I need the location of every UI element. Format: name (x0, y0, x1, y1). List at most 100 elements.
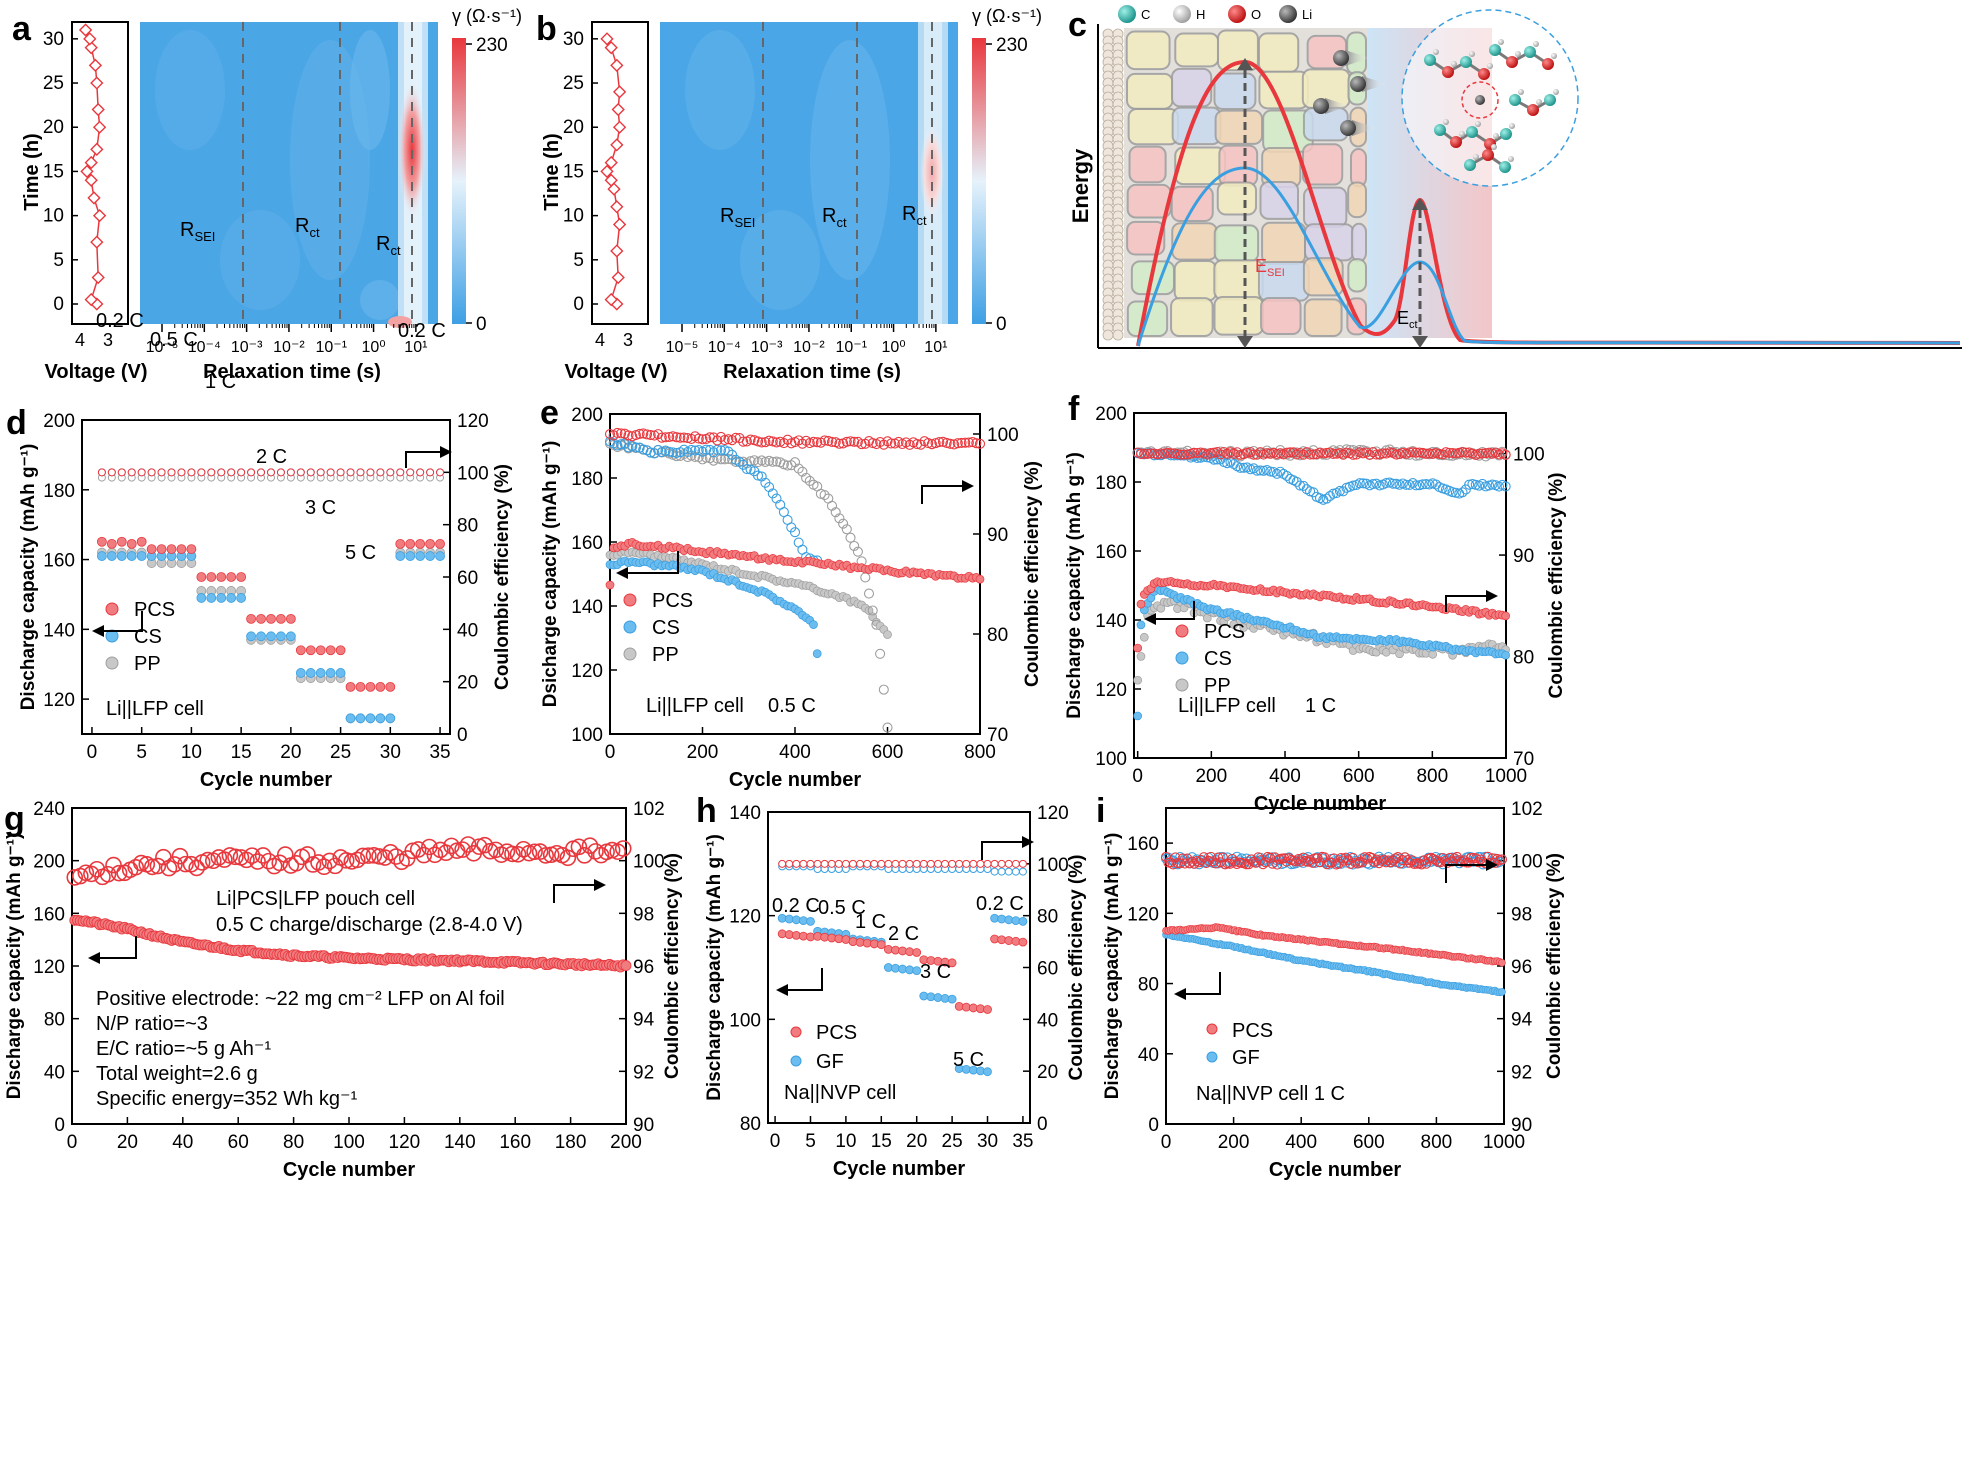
panel-g-ce-point (354, 847, 372, 865)
panel-b-peak-label: Rct (902, 203, 927, 228)
panel-d-capacity-point (206, 572, 217, 582)
panel-d-ce-point (117, 468, 126, 477)
panel-d-ce-point (296, 468, 305, 477)
time-tick-label: 30 (563, 29, 584, 50)
molecule-atom (1475, 121, 1481, 127)
panel-b-time-ticks: 0 5 10 15 20 25 30 (563, 29, 598, 315)
molecule-atom (1527, 104, 1539, 116)
panel-e-x-tick-label: 800 (964, 742, 996, 763)
sei-grain (1303, 298, 1343, 338)
panel-d-capacity-point (266, 631, 276, 642)
panel-i-y2-tick-label: 96 (1511, 957, 1532, 978)
panel-e: e 0 200 400 600 800 100 120 140 160 180 200 70 80 90 10… (540, 394, 1043, 791)
panel-i-capacity-point (1498, 988, 1506, 996)
molecule-atom (1509, 94, 1521, 106)
panel-e-ce-point (934, 437, 945, 448)
molecule-atom (1473, 154, 1479, 160)
panel-i-ce-point (1418, 855, 1429, 866)
panel-e-ce-point (926, 439, 937, 450)
panel-g-spec-line: Specific energy=352 Wh kg⁻¹ (96, 1088, 358, 1110)
panel-h-y2-tick-label: 80 (1037, 907, 1058, 928)
panel-i-ce-point (1359, 852, 1370, 863)
panel-d-capacity-point (415, 538, 426, 549)
panel-g-capacity-point (620, 960, 632, 971)
panel-e-ce-point (727, 449, 738, 460)
panel-e-ce-point (797, 466, 808, 477)
panel-i-ce-point (1338, 855, 1349, 866)
panel-h-ce-point (997, 867, 1006, 876)
molecule-atom (1464, 159, 1476, 171)
panel-f-ce-point (1480, 448, 1491, 459)
panel-g-ce-point (188, 859, 205, 877)
panel-i-ce-point (1492, 853, 1503, 864)
panel-f-ce-point (1245, 447, 1256, 458)
panel-h-ce-point (933, 859, 942, 868)
panel-d-capacity-point (246, 631, 256, 642)
panel-g-ce-point (443, 837, 460, 855)
panel-i-ce-point (1177, 853, 1188, 864)
hydrogen-atom-icon (1173, 5, 1191, 23)
panel-d-capacity-point (176, 544, 187, 554)
panel-d-x-tick-label: 10 (181, 742, 202, 763)
panel-d-capacity-point (276, 613, 286, 624)
relax-tick-label: 10⁻³ (751, 339, 783, 356)
panel-h-capacity-point (806, 916, 815, 926)
panel-c-lithium-ions (1313, 50, 1387, 136)
panel-f-ce-point (1401, 479, 1412, 490)
relax-tick-label: 10⁻⁵ (666, 339, 699, 356)
panel-g-ce-point (581, 837, 599, 854)
panel-e-ce-point (878, 684, 889, 695)
panel-e-ce-point (804, 475, 815, 486)
panel-f-ce-point (1460, 447, 1471, 458)
panel-f-capacity-point (1428, 649, 1438, 659)
panel-g-y-tick-label: 120 (33, 957, 65, 978)
relax-tick-label: 10⁻⁵ (146, 339, 179, 356)
panel-h: h 0 5 10 15 20 25 30 35 80 100 120 140 0 20 40 60 80 100 12… (696, 792, 1087, 1180)
relax-tick-label: 10⁻¹ (315, 339, 347, 356)
panel-d-ce-point (177, 468, 186, 477)
panel-d-rate-label: 3 C (305, 497, 336, 519)
panel-f-ce-point (1354, 478, 1365, 489)
voltage-point (90, 76, 104, 90)
panel-d-y2-tick-label: 100 (457, 463, 489, 484)
panel-e-ce-point (723, 446, 734, 457)
panel-e-ce-point (771, 493, 782, 504)
panel-f-ce-point (1411, 447, 1422, 458)
voltage-point (600, 164, 614, 179)
panel-f-ce-point (1454, 447, 1465, 458)
voltage-point (610, 200, 624, 214)
sei-grain (1174, 32, 1220, 68)
panel-i-letter: i (1096, 792, 1105, 830)
panel-h-arrow-left (788, 968, 823, 991)
panel-d-capacity-point (166, 544, 177, 554)
panel-e-capacity-point (605, 580, 615, 590)
molecule-atom (1500, 128, 1512, 140)
carbon-atom-icon (1118, 5, 1136, 23)
panel-f-ce-point (1411, 450, 1422, 461)
panel-e-ce-point (664, 446, 675, 457)
panel-i-y2-tick-label: 102 (1511, 799, 1543, 820)
panel-f-ce-point (1407, 447, 1418, 458)
panel-h-rate-label: 3 C (920, 961, 951, 983)
molecule-atom (1460, 56, 1472, 68)
panel-f-ce-point (1285, 447, 1296, 458)
panel-h-ce-point (1018, 859, 1027, 868)
panel-d-y2-tick-label: 20 (457, 673, 478, 694)
panel-i-x-tick-label: 600 (1353, 1132, 1385, 1153)
panel-f-ce-point (1348, 480, 1359, 491)
panel-f-ce-point (1305, 449, 1316, 460)
panel-e-ce-point (764, 435, 775, 446)
panel-e-legend-label: CS (652, 617, 680, 639)
panel-g-arrow-left-head (88, 952, 100, 964)
voltage-point (92, 208, 107, 223)
panel-e-ce-point (823, 435, 834, 446)
panel-g-ce-point (531, 843, 549, 860)
panel-f-ce-point (1404, 447, 1415, 458)
panel-i-y-tick-label: 40 (1138, 1045, 1159, 1066)
panel-g-y2-tick-label: 98 (633, 904, 654, 925)
panel-b-peak-label: Rct (822, 205, 847, 230)
molecule-atom (1442, 66, 1454, 78)
panel-f-x-tick-label: 1000 (1485, 766, 1527, 787)
molecule-atom (1509, 123, 1515, 129)
voltage-point (611, 270, 625, 285)
